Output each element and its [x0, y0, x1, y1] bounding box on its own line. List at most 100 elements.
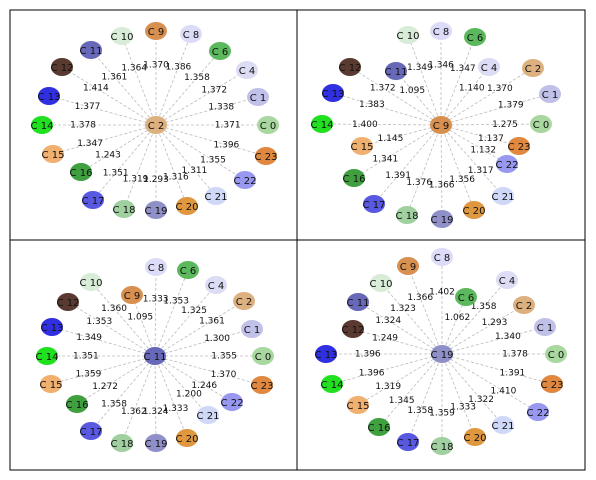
- node-label: C 21: [492, 421, 515, 432]
- edge: [90, 281, 156, 357]
- node: [66, 395, 88, 413]
- edge-label: 1.272: [92, 382, 118, 392]
- node: [370, 274, 392, 292]
- edge-label: 1.370: [143, 60, 169, 70]
- node-label: C 1: [250, 93, 267, 104]
- node-label: C 21: [197, 411, 220, 422]
- node-label: C 9: [433, 121, 450, 132]
- node: [315, 345, 337, 363]
- edge: [440, 124, 443, 220]
- edge-label: 1.361: [199, 316, 225, 326]
- edge-label: 1.370: [487, 84, 513, 94]
- node: [233, 292, 255, 310]
- edge-label: 1.345: [389, 396, 415, 406]
- node: [121, 286, 143, 304]
- edge-label: 1.249: [372, 334, 398, 344]
- node: [247, 88, 269, 106]
- edge-label: 1.351: [73, 352, 99, 362]
- edge-label: 1.361: [102, 73, 128, 83]
- node-label: C 4: [239, 66, 256, 77]
- edge-label: 1.414: [83, 83, 109, 93]
- node-label: C 15: [40, 380, 63, 391]
- edge: [155, 124, 267, 157]
- edge-label: 1.359: [429, 408, 455, 418]
- edge-label: 1.386: [166, 62, 192, 72]
- edge: [123, 124, 157, 210]
- edge: [155, 50, 221, 126]
- edge-label: 1.358: [101, 400, 127, 410]
- edge: [154, 328, 253, 357]
- node: [111, 27, 133, 45]
- edge: [441, 296, 467, 355]
- edge: [373, 124, 442, 205]
- node-label: C 6: [458, 293, 475, 304]
- node-label: C 0: [548, 350, 565, 361]
- edge: [131, 294, 156, 357]
- edge-label: 1.095: [127, 312, 153, 322]
- node-label: C 22: [234, 176, 257, 187]
- node-label: C 11: [80, 46, 103, 57]
- node: [221, 393, 243, 411]
- edge: [155, 124, 217, 197]
- edge-label: 1.359: [76, 369, 102, 379]
- edge-label: 1.358: [471, 302, 497, 312]
- node-label: C 15: [347, 401, 370, 412]
- edge: [407, 34, 442, 126]
- node: [321, 375, 343, 393]
- node-label: C 9: [148, 27, 165, 38]
- node-label: C 17: [82, 196, 105, 207]
- node: [343, 169, 365, 187]
- node-label: C 2: [148, 121, 165, 132]
- edge: [378, 353, 443, 428]
- edge: [50, 355, 156, 385]
- edge: [121, 355, 156, 444]
- node-label: C 19: [145, 439, 168, 450]
- edge-label: 1.300: [204, 334, 230, 344]
- edge: [440, 124, 520, 147]
- edge-label: 1.355: [211, 352, 237, 362]
- node: [464, 428, 486, 446]
- node: [431, 210, 453, 228]
- node-label: C 16: [343, 174, 366, 185]
- edge-label: 1.319: [123, 174, 149, 184]
- node-label: C 17: [363, 200, 386, 211]
- edge: [357, 353, 443, 406]
- edge-label: 1.333: [450, 403, 476, 413]
- node-label: C 17: [80, 427, 103, 438]
- node-label: C 13: [38, 92, 61, 103]
- edge: [380, 282, 443, 355]
- edge: [331, 353, 443, 385]
- edge-label: 1.317: [468, 166, 494, 176]
- node: [257, 116, 279, 134]
- node-label: C 10: [370, 279, 393, 290]
- edge-label: 1.372: [370, 83, 396, 93]
- node: [455, 288, 477, 306]
- node-label: C 14: [31, 121, 54, 132]
- edge: [90, 49, 157, 126]
- node-label: C 11: [144, 352, 167, 363]
- node-label: C 11: [385, 67, 408, 78]
- node: [397, 257, 419, 275]
- node: [363, 195, 385, 213]
- edge: [440, 124, 508, 165]
- node-label: C 0: [533, 120, 550, 131]
- node: [255, 147, 277, 165]
- node: [145, 201, 167, 219]
- edge: [357, 301, 443, 355]
- edge-label: 1.137: [478, 134, 504, 144]
- node: [113, 200, 135, 218]
- node: [397, 433, 419, 451]
- node: [111, 434, 133, 452]
- edge: [154, 355, 209, 416]
- node: [144, 347, 166, 365]
- edge: [154, 300, 245, 357]
- edge: [90, 355, 156, 432]
- edge-label: 1.366: [407, 293, 433, 303]
- node: [38, 87, 60, 105]
- edge: [441, 353, 553, 385]
- node-label: C 4: [499, 276, 516, 287]
- edge: [441, 353, 504, 426]
- node: [236, 61, 258, 79]
- node: [545, 345, 567, 363]
- edge-label: 1.062: [444, 313, 470, 323]
